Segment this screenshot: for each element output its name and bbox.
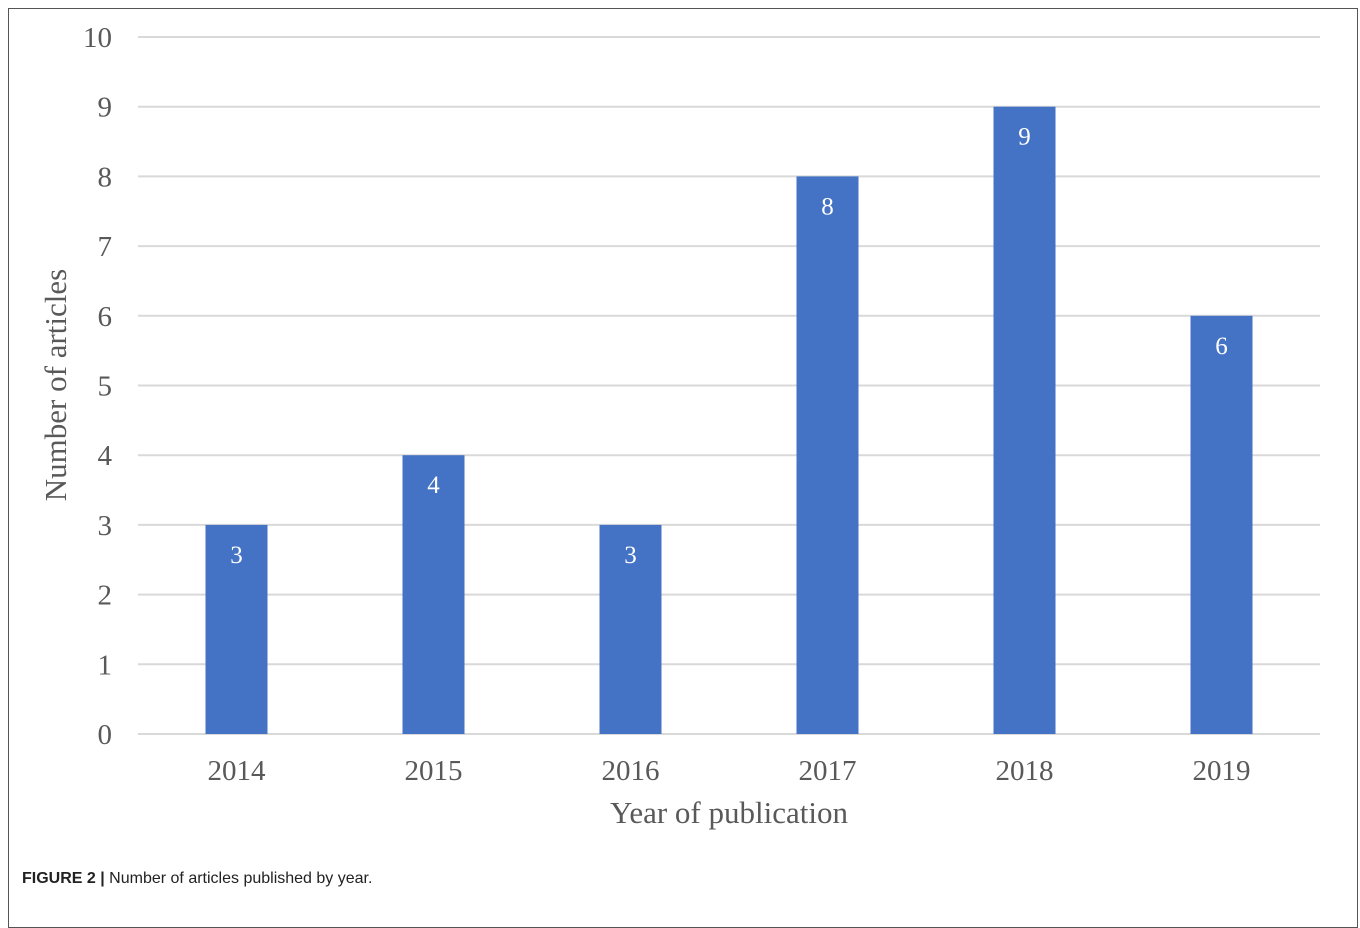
x-tick-label: 2017 xyxy=(799,755,857,787)
gridlines xyxy=(138,36,1320,735)
y-tick-label: 9 xyxy=(98,92,113,124)
bar-2016 xyxy=(599,524,662,734)
x-tick-label: 2014 xyxy=(208,755,267,787)
bar-2019 xyxy=(1190,315,1253,734)
figure-frame xyxy=(8,8,1358,928)
data-label-2016: 3 xyxy=(624,542,637,569)
bar-2017 xyxy=(796,176,859,734)
data-label-2017: 8 xyxy=(821,193,834,220)
bar-2018 xyxy=(993,106,1056,734)
bar-2015 xyxy=(402,455,465,734)
bar-2014 xyxy=(205,524,268,734)
y-tick-label: 8 xyxy=(98,161,113,193)
data-label-2019: 6 xyxy=(1215,333,1228,360)
x-tick-label: 2018 xyxy=(996,755,1054,787)
x-tick-label: 2015 xyxy=(405,755,463,787)
x-tick-label: 2019 xyxy=(1193,755,1251,787)
data-labels: 3 4 3 8 9 6 xyxy=(230,124,1228,569)
data-label-2014: 3 xyxy=(230,542,243,569)
data-label-2018: 9 xyxy=(1018,124,1031,151)
x-axis-title: Year of publication xyxy=(610,795,848,830)
y-tick-label: 4 xyxy=(98,440,113,472)
y-tick-label: 5 xyxy=(98,371,113,403)
y-tick-label: 0 xyxy=(98,719,113,751)
y-tick-label: 2 xyxy=(98,580,113,612)
y-tick-label: 10 xyxy=(83,22,112,54)
figure-caption: FIGURE 2 | Number of articles published … xyxy=(22,870,372,888)
y-tick-label: 1 xyxy=(98,649,113,681)
y-tick-label: 7 xyxy=(98,231,113,263)
y-axis-ticks: 0 1 2 3 4 5 6 7 8 9 10 xyxy=(83,22,113,751)
x-tick-label: 2016 xyxy=(602,755,660,787)
x-axis-ticks: 2014 2015 2016 2017 2018 2019 xyxy=(208,755,1251,787)
data-label-2015: 4 xyxy=(427,472,440,499)
bar-chart: 3 4 3 8 9 6 0 1 2 3 4 5 6 7 8 9 10 2014 2015 2016 2017 2018… xyxy=(38,22,1320,830)
figure-caption-label: FIGURE 2 | xyxy=(22,870,105,887)
y-tick-label: 3 xyxy=(98,510,113,542)
y-tick-label: 6 xyxy=(98,301,113,333)
figure-caption-text: Number of articles published by year. xyxy=(109,870,373,887)
bars xyxy=(205,106,1253,734)
y-axis-title: Number of articles xyxy=(38,269,73,501)
